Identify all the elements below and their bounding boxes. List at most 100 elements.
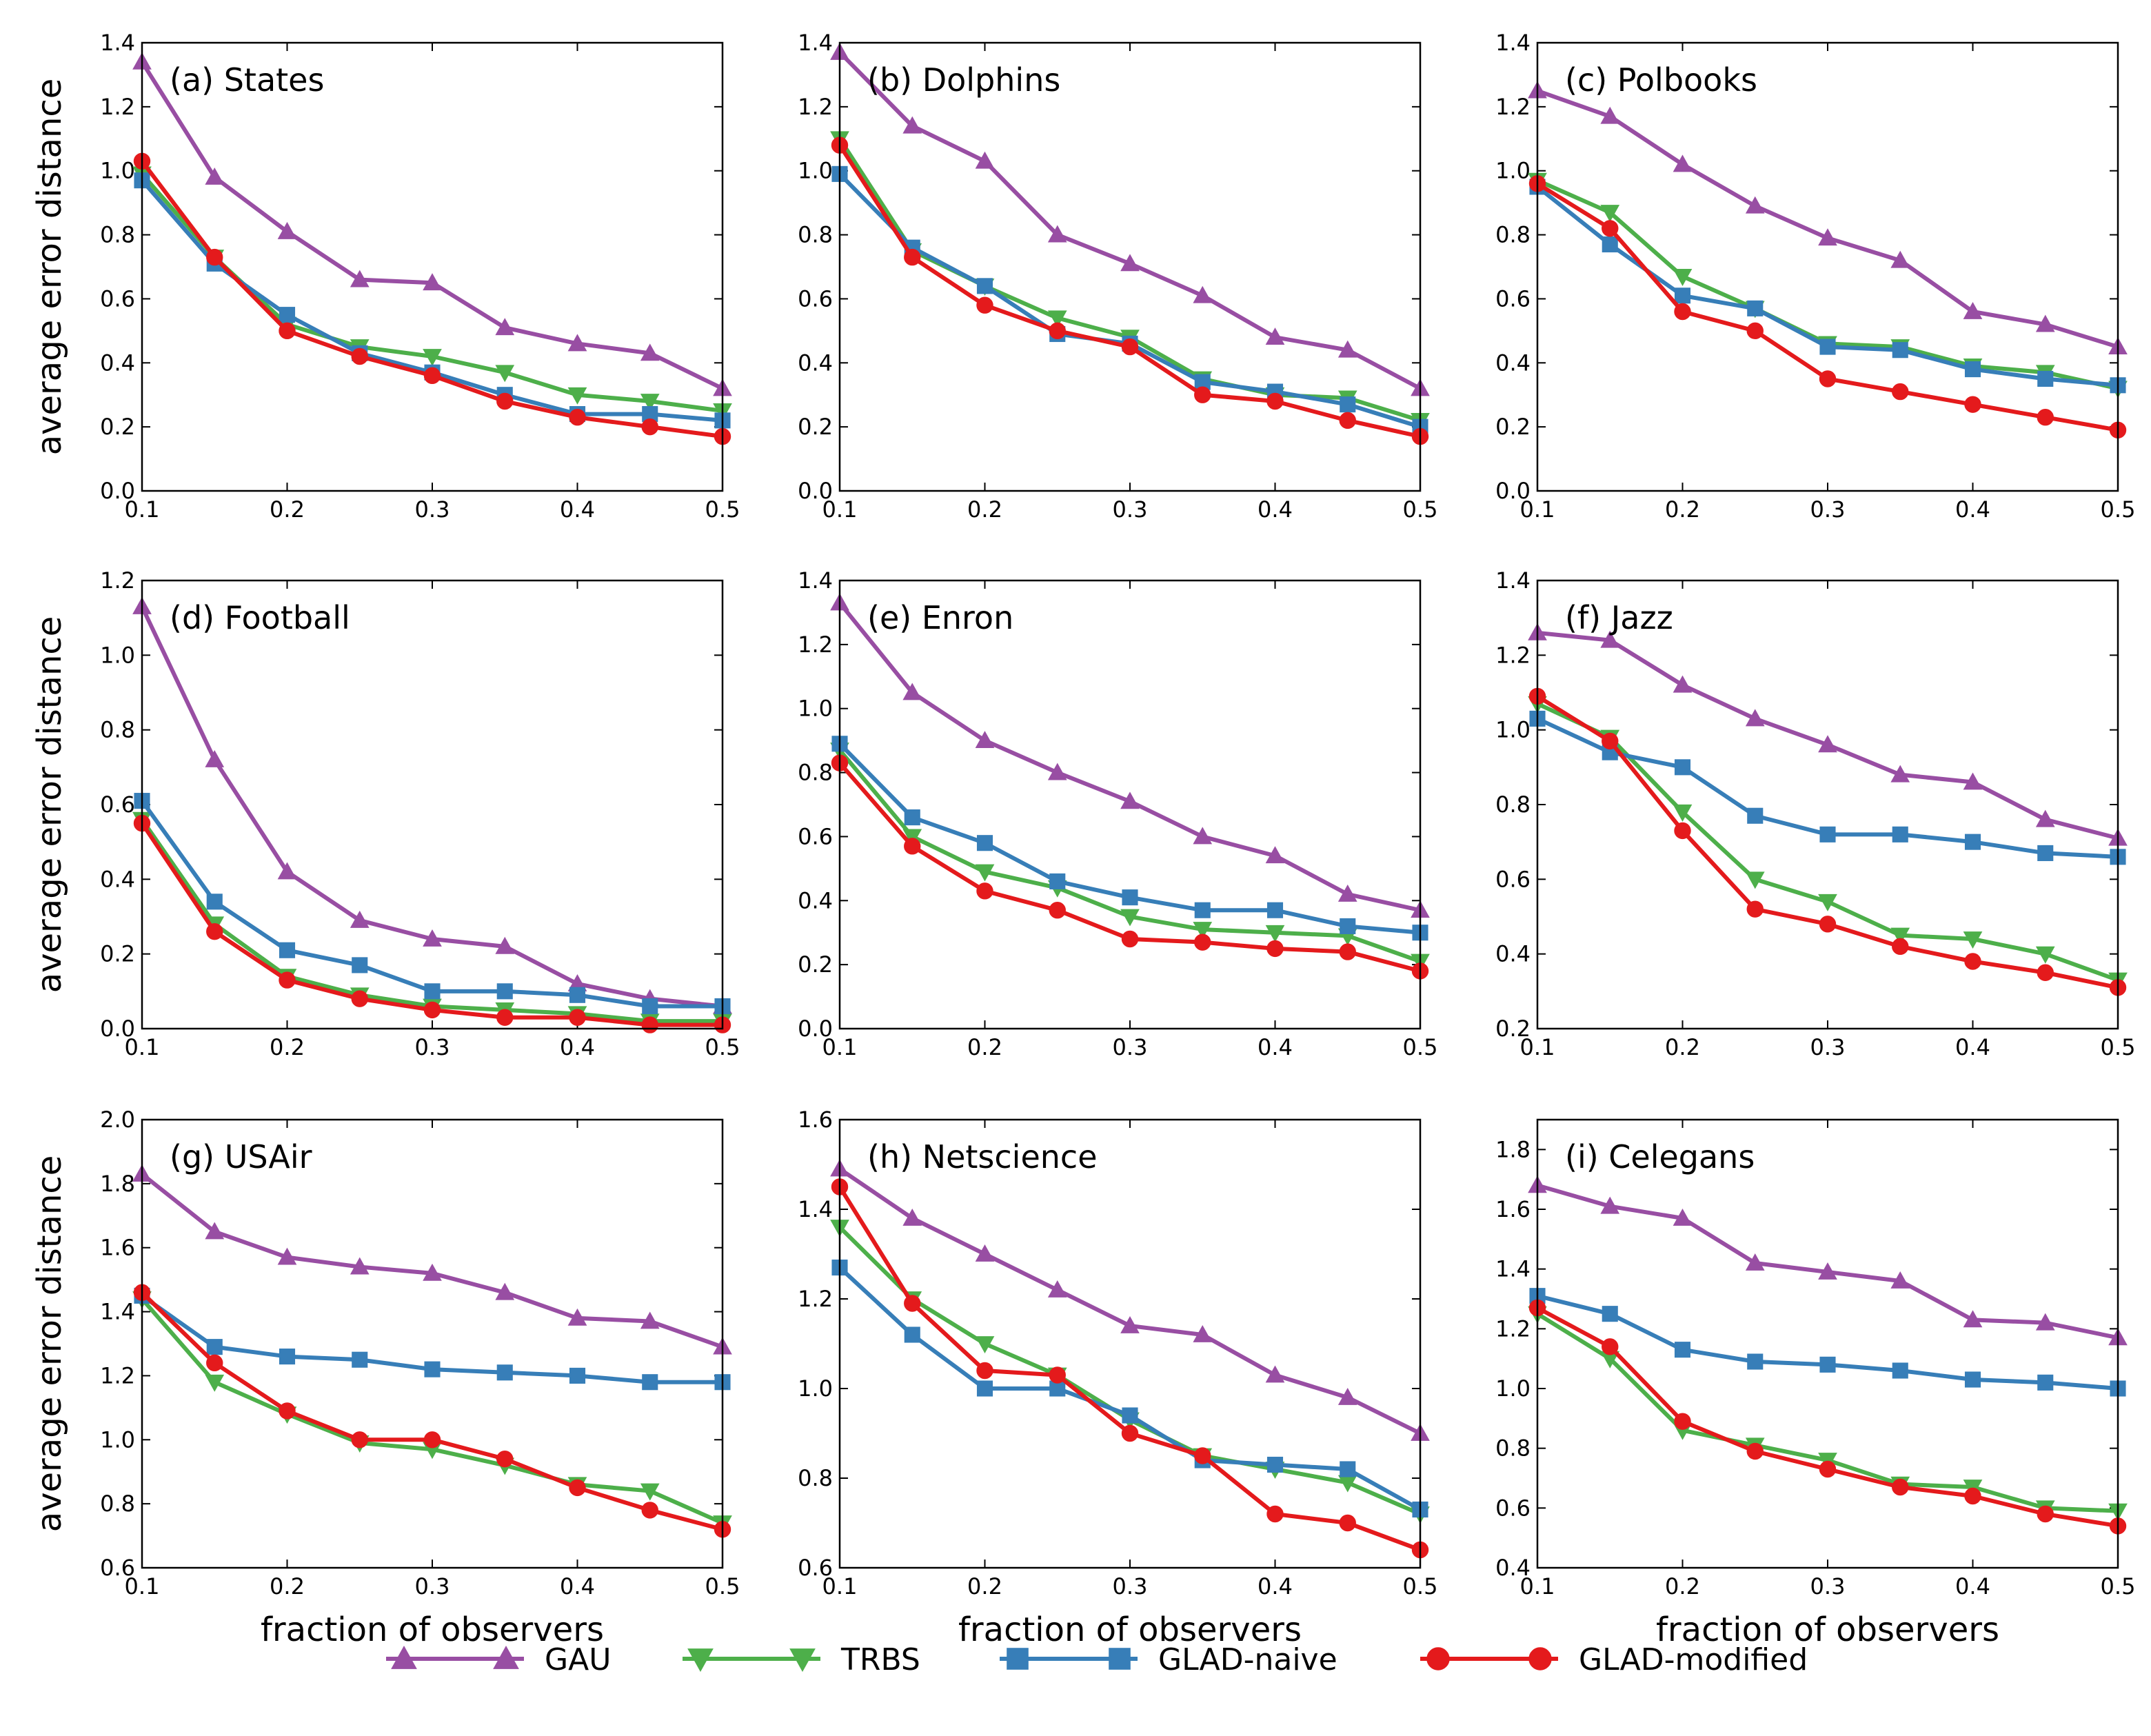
x-tick-label: 0.2	[967, 1034, 1002, 1060]
data-point-gau	[495, 1282, 515, 1300]
y-tick-label: 0.0	[1495, 478, 1531, 504]
data-point-glad-naive	[1194, 902, 1211, 918]
data-point-glad-modified	[2037, 409, 2054, 426]
x-axis-label: fraction of observers	[261, 1611, 604, 1649]
x-tick-label: 0.4	[1955, 496, 1990, 523]
data-point-glad-modified	[206, 1354, 223, 1372]
data-point-glad-naive	[1266, 902, 1284, 918]
y-tick-label: 1.6	[100, 1235, 135, 1261]
y-tick-label: 1.0	[798, 158, 833, 184]
legend-marker	[1528, 1647, 1552, 1671]
y-tick-label: 1.4	[798, 1196, 833, 1222]
data-point-glad-modified	[496, 1450, 514, 1468]
y-tick-label: 0.8	[798, 222, 833, 248]
data-point-glad-naive	[904, 809, 920, 826]
data-point-glad-modified	[1674, 303, 1691, 321]
x-tick-label: 0.2	[1665, 1034, 1700, 1060]
data-point-gau	[495, 936, 515, 954]
x-tick-label: 0.3	[1810, 1034, 1846, 1060]
data-point-trbs	[1673, 804, 1693, 822]
data-point-gau	[1745, 1253, 1765, 1271]
data-point-gau	[975, 1244, 995, 1262]
x-tick-label: 0.1	[822, 1573, 858, 1599]
data-point-gau	[2035, 1313, 2055, 1331]
data-point-gau	[1745, 196, 1765, 214]
x-tick-label: 0.4	[1955, 1573, 1990, 1599]
y-tick-label: 0.4	[100, 866, 135, 892]
data-point-glad-naive	[1892, 342, 1908, 359]
data-point-glad-naive	[1340, 918, 1356, 934]
data-point-glad-naive	[1049, 873, 1066, 889]
y-tick-label: 0.0	[100, 1016, 135, 1042]
data-point-glad-naive	[1747, 300, 1764, 316]
data-point-gau	[1890, 1271, 1910, 1289]
y-axis-label: average error distance	[30, 1155, 69, 1533]
data-point-glad-naive	[1892, 1362, 1908, 1379]
data-point-gau	[1600, 630, 1620, 648]
y-tick-label: 1.2	[100, 94, 135, 120]
data-point-glad-modified	[1964, 1487, 1981, 1505]
series-line-gau	[838, 1167, 1422, 1435]
data-point-glad-modified	[2037, 1505, 2054, 1523]
series-line-trbs	[838, 137, 1421, 423]
x-tick-label: 0.3	[1113, 496, 1148, 523]
x-axis-label: fraction of observers	[958, 1611, 1302, 1649]
x-tick-label: 0.3	[415, 1034, 450, 1060]
data-point-glad-naive	[1819, 339, 1836, 355]
data-point-glad-naive	[1819, 826, 1836, 842]
data-point-trbs	[2035, 946, 2055, 964]
data-point-gau	[277, 221, 297, 239]
data-point-glad-naive	[1964, 834, 1981, 850]
series-line-glad-modified	[140, 159, 723, 439]
y-tick-label: 0.6	[1495, 1495, 1531, 1521]
y-tick-label: 1.0	[100, 642, 135, 668]
y-tick-label: 0.2	[1495, 414, 1531, 440]
data-point-glad-naive	[1674, 287, 1691, 304]
data-point-glad-modified	[1194, 1447, 1211, 1464]
legend-marker	[687, 1648, 714, 1673]
series-line-gau	[1537, 88, 2119, 349]
y-tick-label: 0.8	[798, 1465, 833, 1491]
data-point-trbs	[1120, 909, 1140, 927]
y-tick-label: 1.2	[798, 94, 833, 120]
data-point-trbs	[640, 1483, 660, 1501]
data-point-glad-modified	[1194, 933, 1211, 951]
data-point-glad-modified	[1121, 338, 1139, 356]
data-point-trbs	[205, 1374, 225, 1392]
panel-title: (f) Jazz	[1565, 599, 1673, 636]
x-tick-label: 0.2	[1665, 1573, 1700, 1599]
plot-frame	[838, 579, 1422, 1030]
data-point-glad-naive	[2037, 370, 2054, 387]
legend-item-glad-modified: GLAD-modified	[1420, 1642, 1808, 1677]
x-tick-label: 0.5	[1403, 1034, 1438, 1060]
data-point-trbs	[1745, 871, 1765, 889]
y-tick-label: 1.0	[798, 696, 833, 722]
data-point-trbs	[902, 829, 922, 847]
data-point-gau	[423, 1263, 442, 1281]
plot-frame	[1536, 41, 2119, 492]
y-tick-label: 0.6	[798, 823, 833, 849]
data-point-gau	[1120, 1315, 1140, 1333]
data-point-glad-modified	[1819, 370, 1837, 387]
y-tick-label: 0.2	[100, 414, 135, 440]
y-tick-label: 0.6	[1495, 285, 1531, 312]
data-point-gau	[1673, 154, 1693, 172]
x-tick-label: 0.1	[125, 1573, 160, 1599]
data-point-glad-modified	[976, 882, 993, 900]
legend-label: GLAD-naive	[1158, 1642, 1337, 1677]
data-point-gau	[1890, 250, 1910, 268]
data-point-glad-naive	[1964, 1371, 1981, 1388]
data-point-glad-modified	[1266, 940, 1284, 958]
x-tick-label: 0.3	[1810, 1573, 1846, 1599]
data-point-glad-naive	[1340, 396, 1356, 413]
x-tick-label: 0.3	[1113, 1573, 1148, 1599]
chart-panel-a-states: 0.0 0.2 0.4 0.6 0.8 1.0 1.2 1.4 0.1 0.2 0.3 0.4 0.5 (…	[30, 30, 740, 523]
data-point-glad-modified	[279, 322, 296, 340]
data-point-gau	[1265, 327, 1285, 345]
data-point-gau	[350, 270, 370, 287]
data-point-glad-naive	[279, 1349, 296, 1365]
data-point-glad-naive	[1964, 361, 1981, 378]
data-point-glad-naive	[352, 957, 368, 973]
panel-title: (e) Enron	[867, 599, 1013, 636]
